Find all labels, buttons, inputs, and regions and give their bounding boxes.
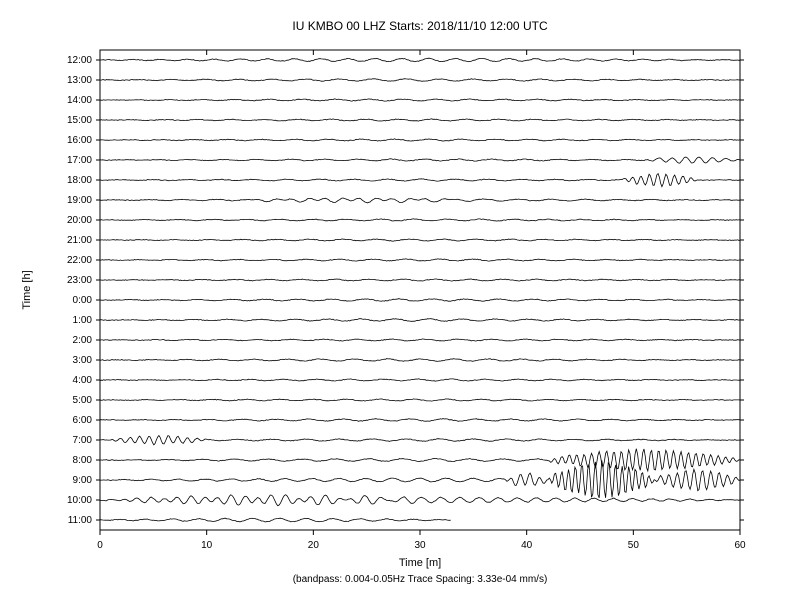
trace-line: [100, 449, 740, 471]
y-tick-label: 10:00: [67, 495, 92, 506]
trace-line: [100, 139, 740, 141]
y-tick-label: 23:00: [67, 275, 92, 286]
y-tick-label: 6:00: [73, 415, 93, 426]
seismogram-chart: IU KMBO 00 LHZ Starts: 2018/11/10 12:00 …: [0, 0, 800, 600]
y-tick-label: 14:00: [67, 95, 92, 106]
y-tick-label: 0:00: [73, 295, 93, 306]
x-axis-label: Time [m]: [399, 557, 441, 569]
y-tick-label: 12:00: [67, 55, 92, 66]
x-tick-label: 30: [414, 540, 426, 551]
trace-line: [100, 79, 740, 82]
y-tick-label: 2:00: [73, 335, 93, 346]
y-tick-label: 17:00: [67, 155, 92, 166]
trace-line: [100, 99, 740, 101]
trace-line: [100, 157, 740, 163]
x-tick-label: 0: [97, 540, 103, 551]
x-tick-label: 60: [734, 540, 746, 551]
trace-line: [100, 279, 740, 281]
trace-line: [100, 299, 740, 302]
trace-line: [100, 460, 740, 498]
y-tick-label: 7:00: [73, 435, 93, 446]
trace-line: [100, 379, 740, 381]
trace-line: [100, 219, 740, 221]
y-tick-label: 13:00: [67, 75, 92, 86]
chart-svg: IU KMBO 00 LHZ Starts: 2018/11/10 12:00 …: [0, 0, 800, 600]
trace-line: [100, 58, 740, 62]
trace-line: [100, 174, 740, 187]
trace-line: [100, 359, 740, 362]
chart-caption: (bandpass: 0.004-0.05Hz Trace Spacing: 3…: [293, 574, 548, 585]
x-tick-label: 20: [308, 540, 320, 551]
trace-line: [100, 339, 740, 341]
y-tick-label: 9:00: [73, 475, 93, 486]
trace-line: [100, 319, 740, 322]
chart-title: IU KMBO 00 LHZ Starts: 2018/11/10 12:00 …: [292, 19, 548, 33]
y-tick-label: 22:00: [67, 255, 92, 266]
trace-line: [100, 436, 740, 445]
trace-line: [100, 419, 740, 422]
trace-line: [100, 198, 740, 203]
y-axis-label: Time [h]: [21, 270, 33, 309]
x-tick-label: 40: [521, 540, 533, 551]
x-tick-label: 50: [628, 540, 640, 551]
trace-line: [100, 399, 740, 401]
y-tick-label: 16:00: [67, 135, 92, 146]
trace-line: [100, 495, 740, 506]
trace-line: [100, 239, 740, 241]
y-tick-label: 19:00: [67, 195, 92, 206]
trace-line: [100, 518, 451, 522]
y-tick-label: 20:00: [67, 215, 92, 226]
y-tick-label: 21:00: [67, 235, 92, 246]
y-tick-label: 1:00: [73, 315, 93, 326]
y-tick-label: 5:00: [73, 395, 93, 406]
y-tick-label: 18:00: [67, 175, 92, 186]
y-tick-label: 4:00: [73, 375, 93, 386]
y-tick-label: 8:00: [73, 455, 93, 466]
y-tick-label: 15:00: [67, 115, 92, 126]
y-tick-label: 11:00: [68, 515, 93, 526]
trace-line: [100, 259, 740, 261]
y-tick-label: 3:00: [73, 355, 93, 366]
x-tick-label: 10: [201, 540, 213, 551]
trace-line: [100, 119, 740, 121]
